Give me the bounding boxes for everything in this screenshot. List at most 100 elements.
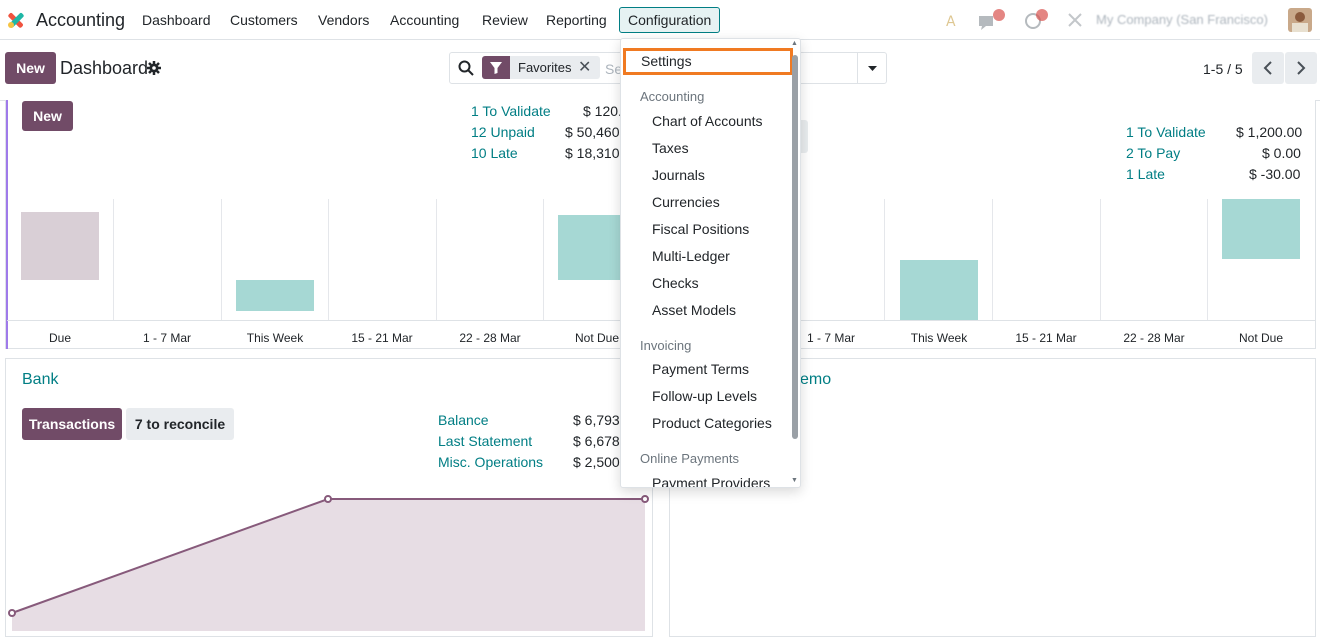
caret-down-icon bbox=[868, 66, 877, 71]
menu-vendors[interactable]: Vendors bbox=[318, 12, 370, 28]
sales-late-value: $ 18,310. bbox=[565, 145, 624, 161]
pager-previous-button[interactable] bbox=[1252, 52, 1284, 84]
bank-last-statement-link[interactable]: Last Statement bbox=[438, 433, 533, 449]
transactions-button[interactable]: Transactions bbox=[22, 408, 122, 440]
messages-icon[interactable] bbox=[975, 8, 1009, 32]
section-header-online-payments: Online Payments bbox=[640, 451, 739, 466]
section-header-invoicing: Invoicing bbox=[640, 338, 692, 353]
chevron-right-icon bbox=[1297, 61, 1306, 75]
menu-item-fiscal-positions[interactable]: Fiscal Positions bbox=[652, 221, 750, 237]
bank-balance-line-chart bbox=[8, 495, 649, 631]
accounting-app-icon[interactable] bbox=[6, 10, 26, 30]
bank-misc-operations-link[interactable]: Misc. Operations bbox=[438, 454, 544, 470]
balance-point[interactable] bbox=[324, 495, 332, 503]
filter-icon bbox=[482, 56, 510, 79]
sales-bar-not-due[interactable] bbox=[558, 215, 620, 280]
sales-bar-label: This Week bbox=[246, 331, 304, 345]
menu-item-journals[interactable]: Journals bbox=[652, 167, 705, 183]
section-header-accounting: Accounting bbox=[640, 89, 705, 104]
balance-point[interactable] bbox=[8, 609, 16, 617]
scroll-up-arrow[interactable]: ▲ bbox=[791, 40, 798, 47]
tools-icon[interactable] bbox=[1066, 8, 1084, 32]
pager-next-button[interactable] bbox=[1285, 52, 1317, 84]
menu-item-taxes[interactable]: Taxes bbox=[652, 140, 689, 156]
sales-to-validate-value: $ 120. bbox=[583, 103, 622, 119]
sales-unpaid-link[interactable]: 12 Unpaid bbox=[471, 124, 535, 140]
balance-area bbox=[12, 499, 645, 631]
purchase-bar-label: This Week bbox=[910, 331, 968, 345]
purchase-late-value: $ -30.00 bbox=[1249, 166, 1301, 182]
favorites-facet: Favorites bbox=[510, 56, 600, 79]
configuration-dropdown-menu: ▲ Settings Accounting Chart of Accounts … bbox=[620, 38, 801, 488]
scroll-down-arrow[interactable]: ▼ bbox=[791, 477, 798, 484]
debug-icon[interactable]: A bbox=[944, 8, 966, 32]
menu-item-follow-up-levels[interactable]: Follow-up Levels bbox=[652, 388, 758, 404]
sales-bar-label: Due bbox=[48, 331, 71, 345]
sales-to-validate-link[interactable]: 1 To Validate bbox=[471, 103, 551, 119]
purchase-to-pay-value: $ 0.00 bbox=[1262, 145, 1301, 161]
memo-journal-title[interactable]: emo bbox=[800, 371, 832, 388]
sales-bar-label: 1 - 7 Mar bbox=[142, 331, 191, 345]
purchase-late-link[interactable]: 1 Late bbox=[1126, 166, 1165, 182]
pager-value[interactable]: 1-5 / 5 bbox=[1203, 61, 1243, 77]
gear-icon[interactable] bbox=[147, 61, 161, 75]
bank-journal-title[interactable]: Bank bbox=[22, 371, 59, 388]
purchase-to-validate-value: $ 1,200.00 bbox=[1236, 124, 1303, 140]
balance-point[interactable] bbox=[641, 495, 649, 503]
activities-icon[interactable] bbox=[1023, 8, 1053, 32]
menu-item-chart-of-accounts[interactable]: Chart of Accounts bbox=[652, 113, 763, 129]
dropdown-scrollbar[interactable] bbox=[792, 55, 798, 439]
menu-item-checks[interactable]: Checks bbox=[652, 275, 699, 291]
purchase-bar-this-week[interactable] bbox=[900, 260, 978, 320]
menu-item-payment-terms[interactable]: Payment Terms bbox=[652, 361, 749, 377]
page-title: Dashboard bbox=[60, 58, 149, 78]
user-avatar[interactable] bbox=[1288, 8, 1312, 32]
menu-item-settings[interactable]: Settings bbox=[623, 48, 793, 75]
grid-line bbox=[436, 199, 437, 320]
sales-bar-due[interactable] bbox=[21, 212, 99, 280]
remove-facet-icon[interactable]: ✕ bbox=[578, 59, 592, 76]
sales-bar-this-week[interactable] bbox=[236, 280, 314, 311]
menu-item-currencies[interactable]: Currencies bbox=[652, 194, 720, 210]
purchase-bar-label: 22 - 28 Mar bbox=[1123, 331, 1185, 345]
grid-line bbox=[543, 199, 544, 320]
bank-last-statement-value: $ 6,678. bbox=[573, 433, 624, 449]
menu-configuration[interactable]: Configuration bbox=[619, 7, 721, 33]
sales-late-link[interactable]: 10 Late bbox=[471, 145, 518, 161]
top-navbar: Accounting Dashboard Customers Vendors A… bbox=[0, 0, 1320, 40]
svg-text:A: A bbox=[946, 14, 956, 30]
purchase-to-validate-link[interactable]: 1 To Validate bbox=[1126, 124, 1206, 140]
menu-item-asset-models[interactable]: Asset Models bbox=[652, 302, 737, 318]
menu-item-multi-ledger[interactable]: Multi-Ledger bbox=[652, 248, 730, 264]
app-name[interactable]: Accounting bbox=[36, 10, 126, 30]
grid-line bbox=[1207, 199, 1208, 320]
grid-line bbox=[992, 199, 993, 320]
sales-unpaid-value: $ 50,460. bbox=[565, 124, 624, 140]
purchase-bar-not-due[interactable] bbox=[1222, 199, 1300, 259]
purchase-to-pay-link[interactable]: 2 To Pay bbox=[1126, 145, 1181, 161]
menu-reporting[interactable]: Reporting bbox=[546, 12, 607, 28]
new-invoice-button[interactable]: New bbox=[22, 101, 73, 131]
menu-customers[interactable]: Customers bbox=[230, 12, 298, 28]
grid-line bbox=[113, 199, 114, 320]
sales-bar-label: Not Due bbox=[574, 331, 620, 345]
new-button[interactable]: New bbox=[5, 52, 56, 84]
sales-bar-label: 15 - 21 Mar bbox=[351, 331, 413, 345]
grid-line bbox=[328, 199, 329, 320]
reconcile-button[interactable]: 7 to reconcile bbox=[126, 408, 234, 440]
menu-review[interactable]: Review bbox=[482, 12, 528, 28]
menu-item-payment-providers[interactable]: Payment Providers bbox=[652, 475, 771, 488]
grid-line bbox=[884, 199, 885, 320]
search-options-toggle[interactable] bbox=[857, 53, 886, 83]
menu-accounting[interactable]: Accounting bbox=[390, 12, 460, 28]
grid-line bbox=[1100, 199, 1101, 320]
menu-dashboard[interactable]: Dashboard bbox=[142, 12, 211, 28]
bank-balance-link[interactable]: Balance bbox=[438, 412, 489, 428]
favorite-journal-accent bbox=[6, 100, 8, 349]
chevron-left-icon bbox=[1263, 61, 1272, 75]
menu-item-product-categories[interactable]: Product Categories bbox=[652, 415, 772, 431]
purchase-bar-label: 1 - 7 Mar bbox=[806, 331, 855, 345]
company-switcher[interactable]: My Company (San Francisco) bbox=[1096, 12, 1268, 27]
search-icon bbox=[458, 60, 474, 76]
sales-bar-label: 22 - 28 Mar bbox=[459, 331, 521, 345]
